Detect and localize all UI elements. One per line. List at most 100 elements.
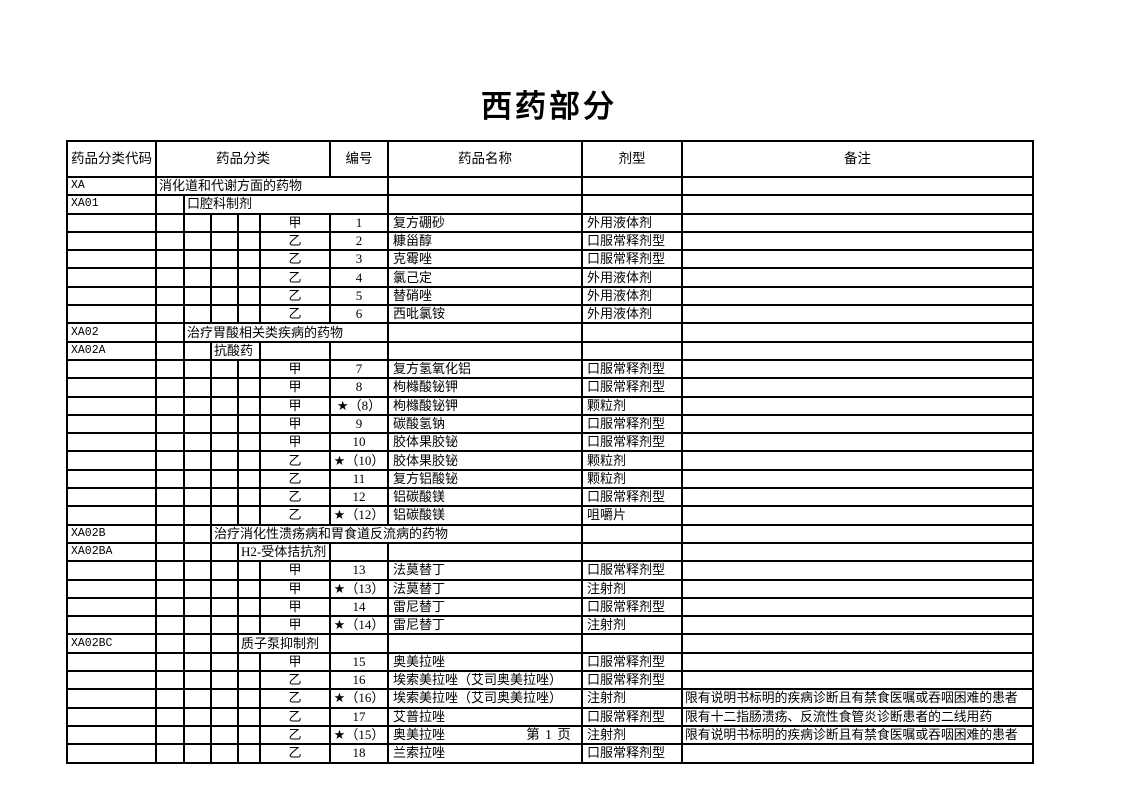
empty-cell [155, 395, 185, 416]
empty-cell [210, 432, 239, 453]
drug-class-cell: 甲 [259, 395, 331, 416]
empty-cell [681, 340, 1034, 361]
drug-number-cell: ★（10） [329, 450, 389, 471]
empty-cell [155, 230, 185, 252]
remark-cell [681, 377, 1034, 398]
empty-cell [155, 304, 185, 325]
drug-name-cell: 雷尼替丁 [387, 596, 583, 618]
remark-cell [681, 615, 1034, 636]
empty-cell [210, 505, 239, 526]
dosage-form-cell: 颗粒剂 [581, 468, 683, 490]
empty-cell [237, 267, 261, 288]
drug-class-cell: 甲 [259, 596, 331, 618]
category-row: XA01 口腔科制剂 [66, 194, 1034, 215]
drug-code-cell [66, 285, 157, 307]
drug-class-cell: 甲 [259, 212, 331, 233]
drug-number-cell: 12 [329, 487, 389, 508]
drug-class-cell: 甲 [259, 578, 331, 599]
drug-code-cell [66, 615, 157, 636]
drug-number-cell: 10 [329, 432, 389, 453]
drug-class-cell: 乙 [259, 724, 331, 746]
drug-class-cell: 乙 [259, 304, 331, 325]
col-header-name: 药品名称 [387, 140, 583, 178]
empty-cell [183, 304, 212, 325]
empty-cell [183, 377, 212, 398]
drug-class-cell: 甲 [259, 615, 331, 636]
empty-cell [329, 541, 389, 563]
empty-cell [183, 688, 212, 709]
empty-cell [210, 688, 239, 709]
drug-name-cell: 枸橼酸铋钾 [387, 395, 583, 416]
empty-cell [210, 724, 239, 746]
dosage-form-cell: 颗粒剂 [581, 450, 683, 471]
category-row: XA02BA H2-受体拮抗剂 [66, 541, 1034, 563]
empty-cell [155, 651, 185, 673]
drug-name-cell: 艾普拉唑 [387, 706, 583, 727]
empty-cell [155, 487, 185, 508]
empty-cell [183, 651, 212, 673]
remark-cell [681, 505, 1034, 526]
empty-cell [183, 285, 212, 307]
empty-cell [183, 578, 212, 599]
drug-code-cell [66, 724, 157, 746]
drug-row: 乙 12 铝碳酸镁 口服常释剂型 [66, 487, 1034, 508]
remark-cell [681, 487, 1034, 508]
drug-code-cell [66, 596, 157, 618]
drug-code-cell [66, 669, 157, 691]
drug-class-cell: 乙 [259, 267, 331, 288]
drug-row: 甲 ★（8） 枸橼酸铋钾 颗粒剂 [66, 395, 1034, 416]
empty-cell [387, 322, 583, 343]
remark-cell [681, 596, 1034, 618]
remark-cell: 限有说明书标明的疾病诊断且有禁食医嘱或吞咽困难的患者 [681, 724, 1034, 746]
empty-cell [387, 340, 583, 361]
category-code-cell: XA01 [66, 194, 157, 215]
empty-cell [210, 596, 239, 618]
empty-cell [155, 724, 185, 746]
remark-cell [681, 413, 1034, 435]
drug-row: 乙 18 兰索拉唑 口服常释剂型 [66, 743, 1034, 764]
dosage-form-cell: 外用液体剂 [581, 212, 683, 233]
drug-class-cell: 乙 [259, 249, 331, 270]
drug-number-cell: 13 [329, 560, 389, 581]
empty-cell [210, 633, 239, 654]
empty-cell [237, 395, 261, 416]
remark-cell [681, 230, 1034, 252]
empty-cell [237, 651, 261, 673]
empty-cell [681, 523, 1034, 544]
empty-cell [237, 377, 261, 398]
drug-name-cell: 奥美拉唑 [387, 651, 583, 673]
empty-cell [387, 541, 583, 563]
drug-row: 乙 ★（16） 埃索美拉唑（艾司奥美拉唑） 注射剂 限有说明书标明的疾病诊断且有禁食医嘱… [66, 688, 1034, 709]
empty-cell [237, 304, 261, 325]
drug-name-cell: 氯己定 [387, 267, 583, 288]
category-code-cell: XA [66, 175, 157, 197]
drug-number-cell: 7 [329, 358, 389, 380]
empty-cell [237, 688, 261, 709]
empty-cell [210, 468, 239, 490]
empty-cell [183, 249, 212, 270]
drug-row: 乙 11 复方铝酸铋 颗粒剂 [66, 468, 1034, 490]
drug-number-cell: 8 [329, 377, 389, 398]
dosage-form-cell: 口服常释剂型 [581, 560, 683, 581]
drug-class-cell: 乙 [259, 487, 331, 508]
empty-cell [155, 541, 185, 563]
empty-cell [237, 669, 261, 691]
category-label-cell: H2-受体拮抗剂 [237, 541, 331, 563]
drug-name-cell: 铝碳酸镁 [387, 487, 583, 508]
drug-row: 甲 ★（13） 法莫替丁 注射剂 [66, 578, 1034, 599]
remark-cell [681, 267, 1034, 288]
empty-cell [183, 450, 212, 471]
empty-cell [155, 285, 185, 307]
drug-number-cell: 4 [329, 267, 389, 288]
remark-cell [681, 743, 1034, 764]
category-label-cell: 治疗消化性溃疡病和胃食道反流病的药物 [210, 523, 583, 544]
drug-name-cell: 碳酸氢钠 [387, 413, 583, 435]
empty-cell [581, 175, 683, 197]
empty-cell [237, 706, 261, 727]
dosage-form-cell: 口服常释剂型 [581, 669, 683, 691]
remark-cell [681, 578, 1034, 599]
empty-cell [155, 669, 185, 691]
remark-cell [681, 212, 1034, 233]
remark-cell [681, 669, 1034, 691]
